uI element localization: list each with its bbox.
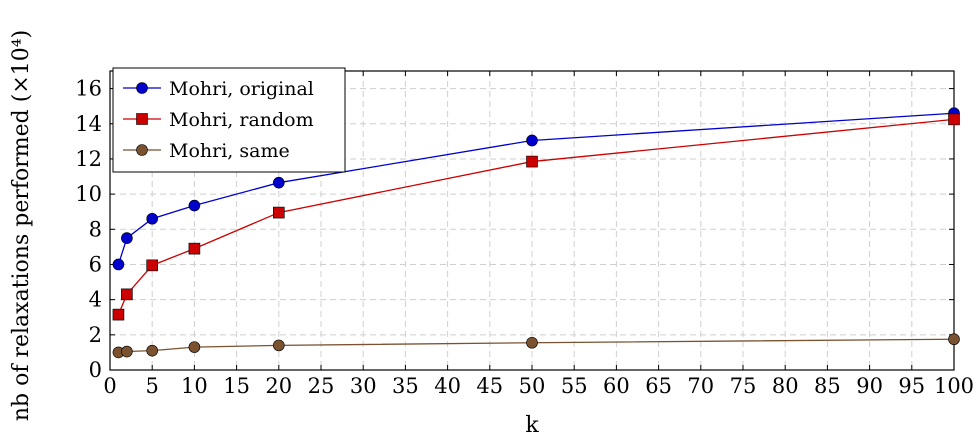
y-tick-label: 6 (89, 252, 102, 276)
legend: Mohri, original Mohri, random Mohri, same (112, 67, 346, 173)
x-tick-label: 40 (434, 374, 461, 398)
data-point (526, 155, 538, 168)
data-point (146, 344, 158, 357)
legend-box (112, 67, 346, 173)
x-tick-label: 90 (856, 374, 883, 398)
legend-label: Mohri, original (169, 78, 314, 100)
data-point (188, 199, 201, 212)
y-axis: 0 2 4 6 8 10 12 14 16 (75, 77, 954, 382)
series-2 (112, 333, 960, 359)
x-tick-label: 10 (181, 374, 208, 398)
data-point (146, 212, 158, 225)
x-tick-label: 30 (350, 374, 377, 398)
legend-item: Mohri, random (123, 109, 314, 131)
y-tick-label: 4 (89, 288, 102, 312)
x-tick-label: 45 (476, 374, 503, 398)
x-tick-label: 0 (103, 374, 116, 398)
data-point (526, 134, 538, 147)
data-point (272, 176, 285, 189)
x-tick-label: 5 (146, 374, 159, 398)
y-axis-label: nb of relaxations performed (×10⁴) (9, 30, 34, 421)
x-axis: 0 5 10 15 20 25 30 35 40 45 50 55 60 65 70 75 80 85 90 95 10… (103, 71, 974, 398)
y-tick-label: 14 (75, 112, 102, 136)
x-tick-label: 65 (645, 374, 672, 398)
x-tick-label: 20 (265, 374, 292, 398)
x-tick-label: 50 (519, 374, 546, 398)
x-tick-label: 75 (730, 374, 757, 398)
x-axis-label: k (525, 413, 539, 438)
y-tick-label: 0 (89, 358, 102, 382)
x-tick-label: 15 (223, 374, 250, 398)
data-point (121, 288, 133, 301)
y-tick-label: 2 (89, 323, 102, 347)
data-point (121, 345, 133, 358)
data-point (272, 206, 285, 219)
y-tick-label: 10 (75, 182, 102, 206)
x-tick-label: 25 (308, 374, 335, 398)
data-point (188, 341, 201, 353)
data-point (948, 333, 960, 346)
y-tick-label: 12 (75, 147, 102, 171)
x-tick-label: 60 (603, 374, 630, 398)
x-tick-label: 70 (687, 374, 714, 398)
data-point (112, 258, 125, 271)
x-tick-label: 85 (814, 374, 841, 398)
x-tick-label: 100 (934, 374, 974, 398)
x-tick-label: 55 (561, 374, 588, 398)
y-tick-label: 8 (89, 217, 102, 241)
data-point (188, 242, 201, 255)
data-point (136, 113, 148, 125)
x-tick-label: 95 (898, 374, 925, 398)
data-point (121, 232, 133, 244)
legend-label: Mohri, same (169, 140, 290, 162)
series-0 (112, 107, 960, 271)
data-point (526, 336, 538, 349)
x-tick-label: 80 (772, 374, 799, 398)
series-layer (112, 107, 960, 359)
y-tick-label: 16 (75, 77, 102, 101)
data-point (112, 308, 125, 321)
data-point (146, 259, 158, 272)
data-point (136, 82, 148, 94)
legend-item: Mohri, same (123, 140, 290, 162)
data-point (272, 339, 285, 352)
legend-item: Mohri, original (123, 78, 314, 100)
series-1 (112, 113, 960, 321)
x-tick-label: 35 (392, 374, 419, 398)
data-point (948, 113, 960, 126)
data-point (136, 144, 148, 156)
legend-label: Mohri, random (169, 109, 314, 131)
